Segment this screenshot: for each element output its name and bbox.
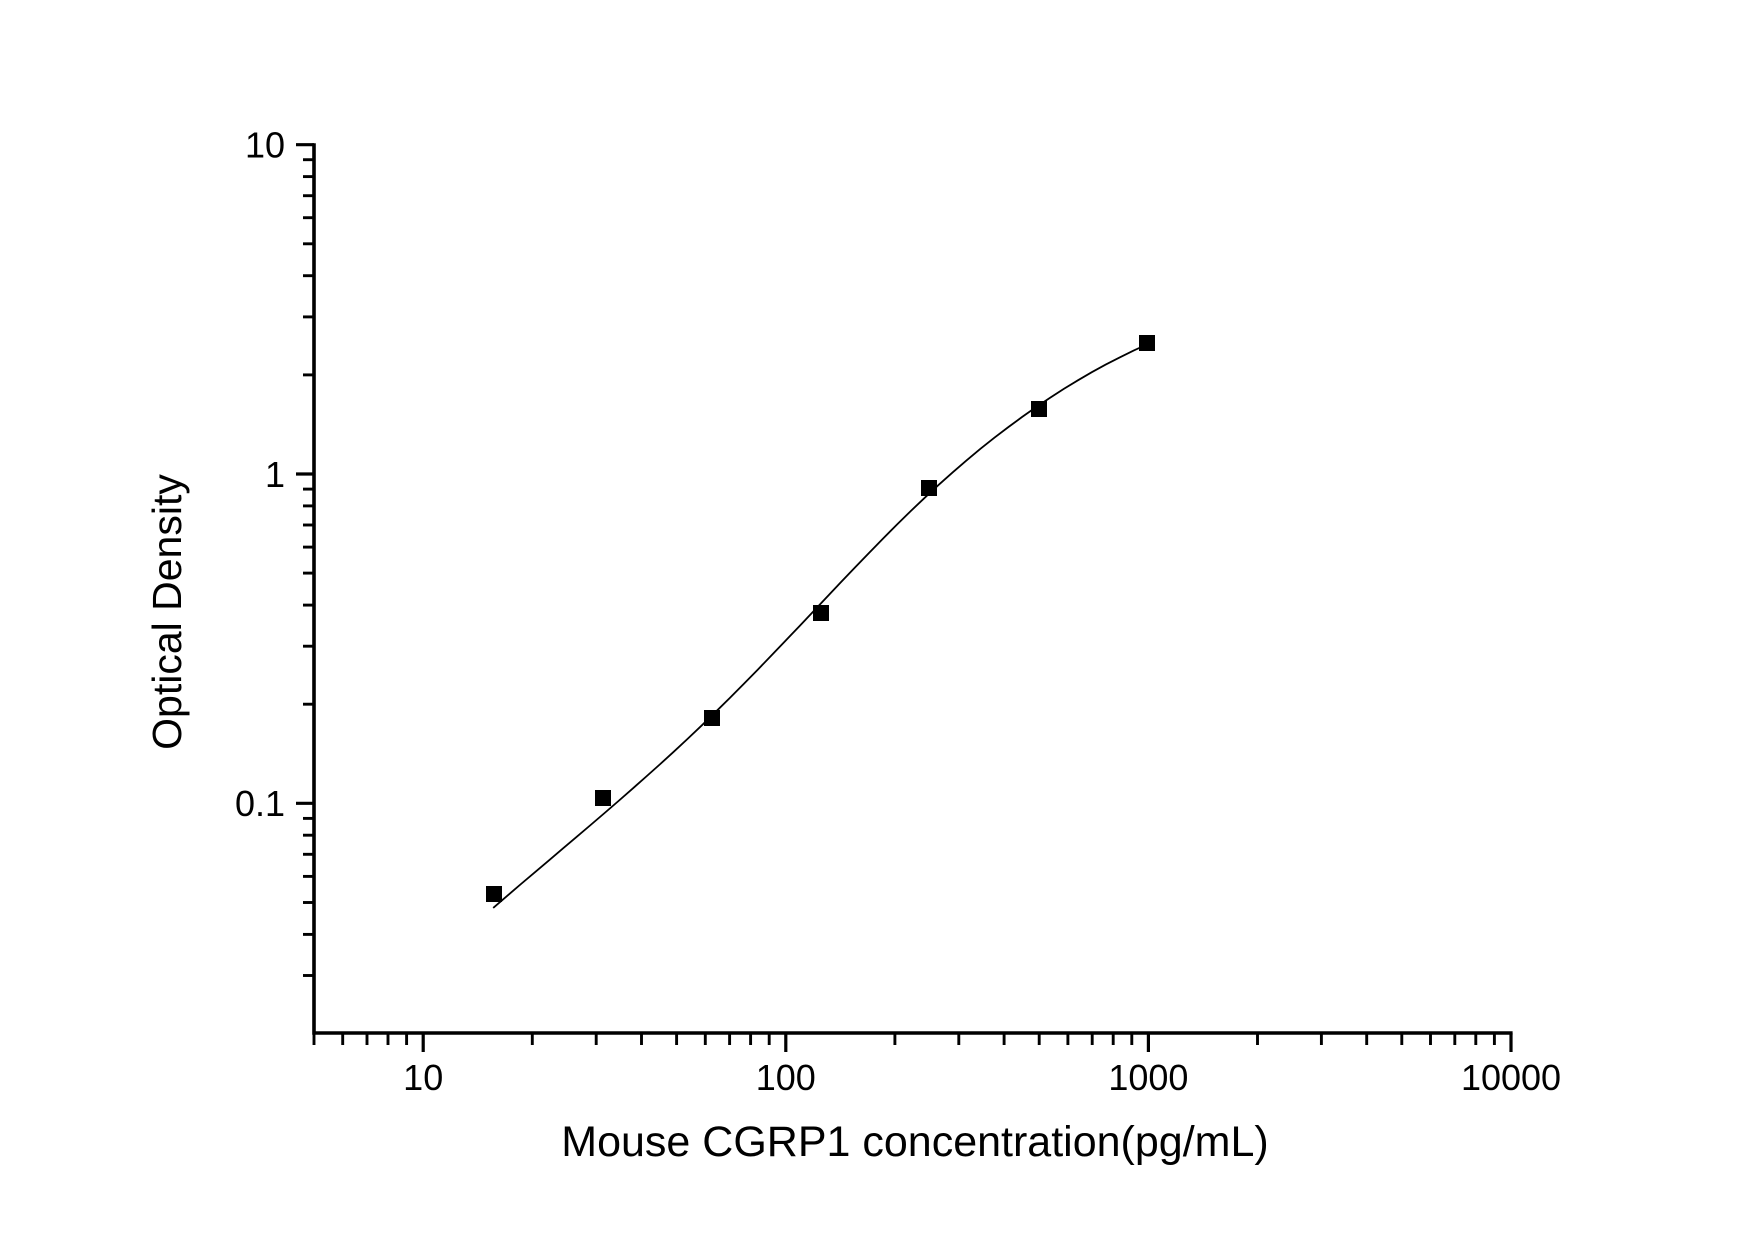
svg-text:1000: 1000 [1108,1057,1188,1098]
svg-text:10000: 10000 [1461,1057,1561,1098]
svg-text:10: 10 [245,125,285,166]
svg-text:1: 1 [265,454,285,495]
svg-text:Optical Density: Optical Density [144,474,190,750]
svg-text:10: 10 [403,1057,443,1098]
svg-text:0.1: 0.1 [235,783,285,824]
svg-text:100: 100 [756,1057,816,1098]
svg-text:Mouse CGRP1 concentration(pg/m: Mouse CGRP1 concentration(pg/mL) [561,1118,1268,1166]
